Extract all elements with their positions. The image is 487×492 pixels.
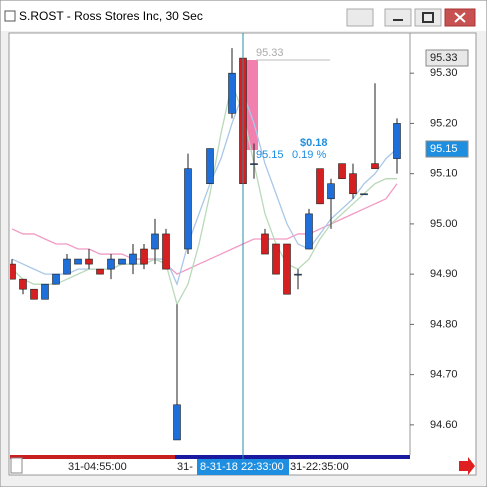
candle-body [41,283,49,300]
price-box [425,140,469,158]
moving-average [11,91,398,287]
candle-body [316,168,324,205]
price-box-label: 95.33 [430,52,458,64]
window-icon [4,10,16,22]
minimize-button[interactable] [384,8,412,27]
candle-body [30,288,38,300]
candle-body [118,258,126,265]
y-tick-label: 95.30 [430,67,458,79]
x-tick-label: 31- [177,461,193,473]
change-annotation: $0.18 [300,137,328,149]
y-tick-label: 95.20 [430,117,458,129]
maximize-button[interactable] [414,8,442,27]
candle-body [250,163,258,165]
link-button[interactable] [346,8,374,27]
candle-body [85,258,93,265]
price-annotation: 95.15 [256,149,284,161]
candle-body [151,233,159,250]
candle-body [107,258,115,270]
x-tick-label: 31-22:35:00 [290,461,349,473]
candle-body [327,183,335,200]
candle-body [206,148,214,185]
candle-body [184,168,192,250]
candle-body [19,278,27,290]
y-tick-label: 94.70 [430,369,458,381]
scroll-strip-red [10,455,175,459]
scroll-right-arrow[interactable] [459,457,475,475]
candle-body [228,72,236,114]
candle-body [74,258,82,265]
candle-body [173,404,181,441]
candle-body [96,268,104,275]
candle-body [63,258,71,275]
pct-annotation: 0.19 % [292,149,326,161]
x-tick-label: 31-04:55:00 [68,461,127,473]
scroll-strip-blue [175,455,410,459]
candle-body [129,253,137,265]
candle-body [52,273,60,285]
candle-body [305,213,313,250]
price-box [425,49,469,67]
y-tick-label: 94.80 [430,318,458,330]
y-tick-label: 94.90 [430,268,458,280]
maximize-icon [422,12,434,23]
candle-body [338,163,346,179]
y-tick-label: 95.10 [430,168,458,180]
moving-average [11,80,397,307]
candle-body [272,243,280,275]
scroll-handle[interactable] [10,457,23,474]
y-tick-label: 94.60 [430,419,458,431]
candle-body [162,233,170,270]
price-box-label: 95.15 [430,143,458,155]
high-annotation: 95.33 [256,47,284,59]
candle-body [10,263,16,280]
candle-body [283,243,291,295]
candle-body [261,233,269,255]
candle-body [393,123,401,159]
window-title: S.ROST - Ross Stores Inc, 30 Sec [19,9,203,23]
candle-body [140,248,148,265]
y-tick-label: 95.00 [430,218,458,230]
candle-body [371,163,379,169]
candle-body [360,193,368,196]
candle-body [349,173,357,195]
close-icon [454,12,466,23]
x-tick-label: 8-31-18 22:33:00 [200,461,284,473]
x-cursor-label-bg [197,459,289,475]
candle-body [294,273,302,276]
